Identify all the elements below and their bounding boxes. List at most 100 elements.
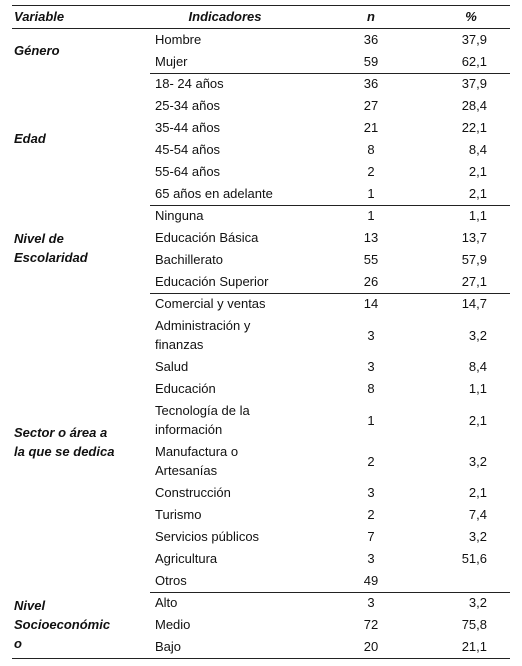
percent: 37,9 (461, 32, 487, 47)
count: 8 (367, 381, 375, 396)
count: 3 (367, 551, 375, 566)
header-cell: Indicadores (188, 9, 262, 24)
indicator: 45-54 años (155, 141, 221, 157)
indicator: Artesanías (155, 462, 218, 478)
percent: 3,2 (468, 453, 487, 469)
indicator: finanzas (155, 336, 204, 352)
indicator: Salud (155, 358, 189, 374)
indicator: Construcción (155, 484, 231, 500)
count: 20 (363, 639, 379, 654)
percent: 22,1 (461, 120, 487, 135)
indicator: Comercial y ventas (155, 295, 266, 311)
percent: 3,2 (468, 529, 487, 544)
indicator: Ninguna (155, 207, 204, 223)
header-cell: n (367, 9, 375, 24)
variable-label: Nivel de (14, 231, 64, 246)
indicator: Medio (155, 616, 191, 632)
percent: 8,4 (468, 359, 487, 374)
percent: 2,1 (468, 186, 487, 201)
percent: 28,4 (461, 98, 487, 113)
indicator: Manufactura o (155, 443, 239, 459)
variable-label: Edad (14, 130, 46, 146)
indicator: Turismo (155, 506, 202, 522)
variable-label: Género (14, 42, 60, 58)
count: 14 (363, 296, 379, 311)
indicator: Educación Superior (155, 273, 269, 289)
variable-label: Nivel (14, 597, 46, 613)
percent: 51,6 (461, 551, 487, 566)
count: 3 (367, 485, 375, 500)
variable-label: la que se dedica (14, 443, 115, 459)
header-cell: % (465, 9, 477, 24)
indicator: Administración y (155, 317, 251, 333)
count: 26 (363, 274, 379, 289)
percent: 2,1 (468, 412, 487, 428)
percent: 14,7 (461, 296, 487, 311)
count: 59 (363, 54, 379, 69)
indicator: Otros (155, 572, 187, 588)
count: 72 (363, 617, 379, 632)
percent: 2,1 (468, 164, 487, 179)
indicator: Educación (155, 380, 216, 396)
indicator: Mujer (155, 53, 188, 69)
percent: 27,1 (461, 274, 487, 289)
indicator: Servicios públicos (155, 528, 260, 544)
count: 2 (367, 164, 375, 179)
header-rule (12, 28, 510, 29)
count: 36 (363, 32, 379, 47)
count: 13 (363, 230, 379, 245)
indicator: Agricultura (155, 550, 218, 566)
indicator: 35-44 años (155, 119, 221, 135)
percent: 1,1 (468, 381, 487, 396)
count: 3 (367, 359, 375, 374)
percent: 13,7 (461, 230, 487, 245)
indicator: 55-64 años (155, 163, 221, 179)
percent: 7,4 (468, 507, 487, 522)
bottom-rule (12, 658, 510, 659)
group-rule (150, 205, 510, 206)
variable-label: o (14, 635, 22, 651)
count: 1 (367, 208, 375, 223)
percent: 57,9 (461, 252, 487, 267)
indicator: Hombre (155, 31, 202, 47)
indicator: Educación Básica (155, 229, 259, 245)
percent: 21,1 (461, 639, 487, 654)
count: 2 (367, 453, 375, 469)
count: 3 (367, 595, 375, 610)
percent: 75,8 (461, 617, 487, 632)
top-rule (12, 5, 510, 6)
variable-label: Escolaridad (14, 250, 88, 265)
count: 3 (367, 327, 375, 343)
percent: 1,1 (468, 208, 487, 223)
indicator: 18- 24 años (155, 75, 224, 91)
count: 49 (363, 573, 379, 588)
count: 1 (367, 412, 375, 428)
indicator: información (155, 421, 223, 437)
group-rule (150, 592, 510, 593)
count: 1 (367, 186, 375, 201)
count: 2 (367, 507, 375, 522)
variable-label: Sector o área a (14, 424, 108, 440)
group-rule (150, 73, 510, 74)
indicator: Tecnología de la (155, 402, 250, 418)
percent: 8,4 (468, 142, 487, 157)
indicator: Bajo (155, 638, 182, 654)
count: 27 (363, 98, 379, 113)
percent: 37,9 (461, 76, 487, 91)
count: 7 (367, 529, 375, 544)
indicator: Bachillerato (155, 251, 223, 267)
count: 8 (367, 142, 375, 157)
group-rule (150, 293, 510, 294)
indicator: 65 años en adelante (155, 185, 273, 201)
indicator: 25-34 años (155, 97, 221, 113)
count: 55 (363, 252, 379, 267)
count: 36 (363, 76, 379, 91)
variable-label: Socioeconómic (14, 616, 111, 632)
header-cell: Variable (14, 9, 65, 24)
percent: 62,1 (461, 54, 487, 69)
indicator: Alto (155, 594, 178, 610)
percent: 2,1 (468, 485, 487, 500)
percent: 3,2 (468, 327, 487, 343)
percent: 3,2 (468, 595, 487, 610)
